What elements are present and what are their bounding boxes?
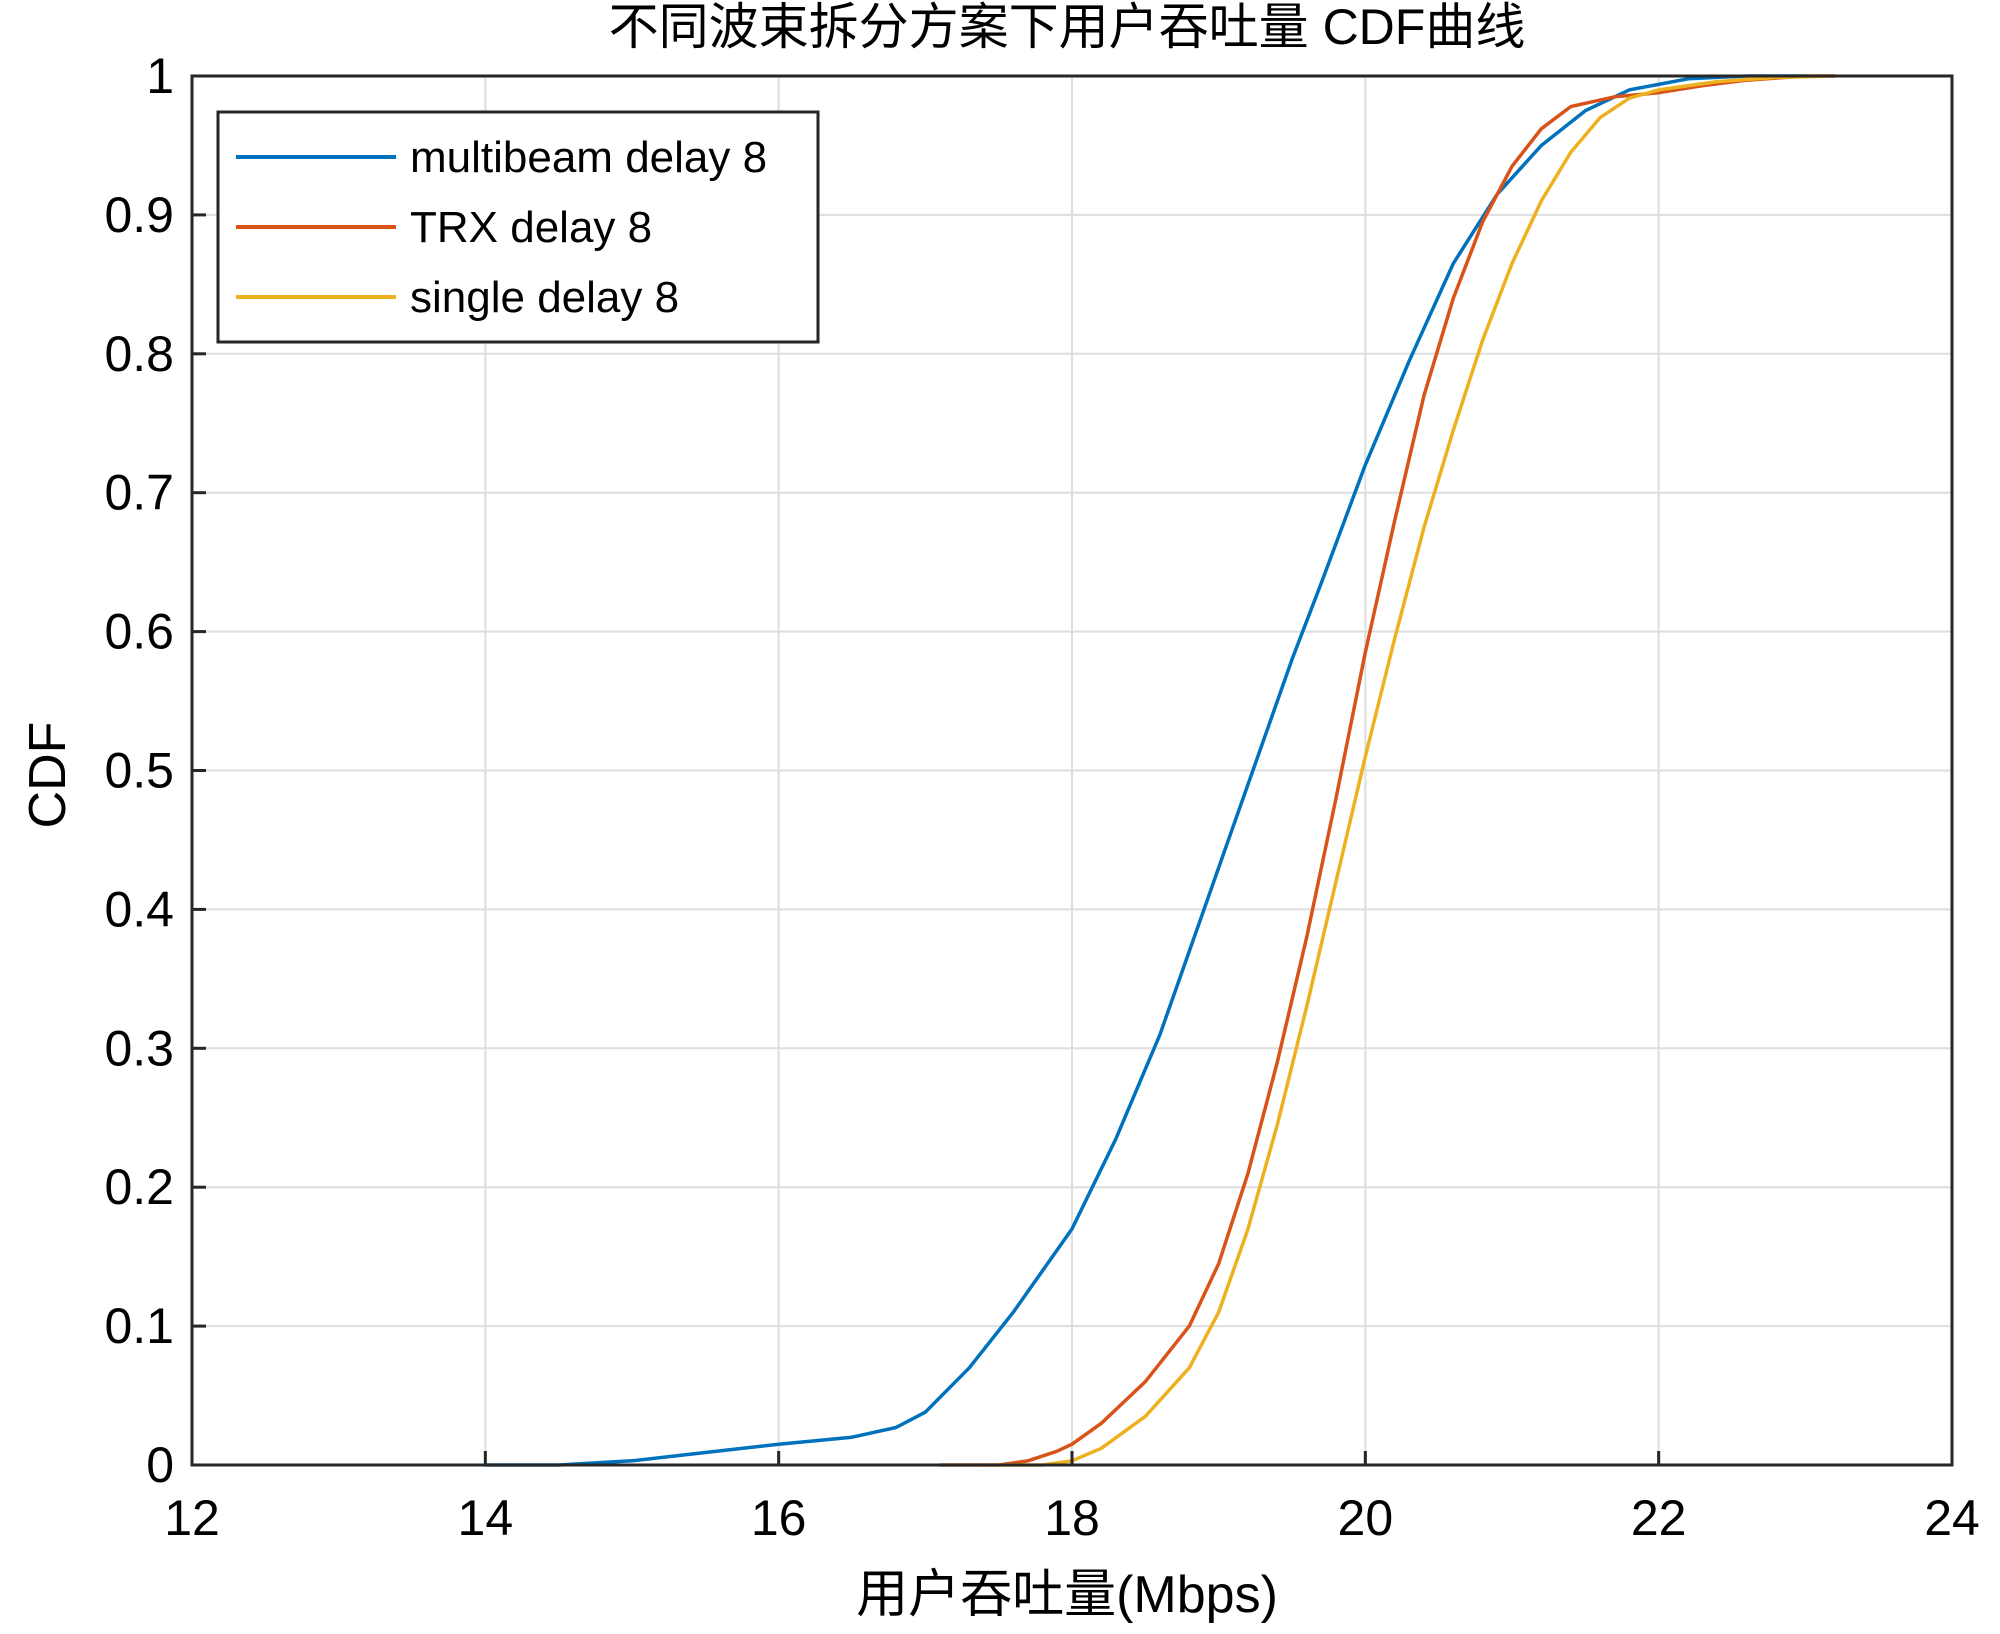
y-tick-label: 0 xyxy=(146,1437,174,1493)
x-tick-label: 18 xyxy=(1044,1490,1100,1546)
chart-title: 不同波束拆分方案下用户吞吐量 CDF曲线 xyxy=(609,0,1526,55)
y-tick-label: 0.3 xyxy=(104,1020,174,1076)
y-tick-label: 0.7 xyxy=(104,465,174,521)
y-axis-title: CDF xyxy=(19,722,77,829)
x-tick-label: 16 xyxy=(751,1490,807,1546)
y-tick-label: 1 xyxy=(146,48,174,104)
series-lines xyxy=(483,74,1837,1467)
y-tick-label: 0.8 xyxy=(104,326,174,382)
x-tick-label: 12 xyxy=(164,1490,220,1546)
legend: multibeam delay 8 TRX delay 8 single delay… xyxy=(216,110,820,344)
y-tick-label: 0.9 xyxy=(104,187,174,243)
y-tick-label: 0.5 xyxy=(104,743,174,799)
x-tick-label: 24 xyxy=(1924,1490,1980,1546)
series-line-1 xyxy=(483,74,1808,1467)
series-line-3 xyxy=(982,74,1837,1467)
x-tick-label: 20 xyxy=(1338,1490,1394,1546)
y-tick-label: 0.1 xyxy=(104,1298,174,1354)
x-axis-title: 用户吞吐量(Mbps) xyxy=(856,1566,1278,1624)
y-tick-label: 0.6 xyxy=(104,604,174,660)
x-tick-label: 22 xyxy=(1631,1490,1687,1546)
y-tick-label: 0.4 xyxy=(104,881,174,937)
x-tick-label: 14 xyxy=(458,1490,514,1546)
y-tick-label: 0.2 xyxy=(104,1159,174,1215)
legend-label: multibeam delay 8 xyxy=(410,133,767,182)
axis-ticks: 12 14 16 18 20 22 24 0 0.1 0.2 0.3 0.4 0.5 0.6 0.7 0.8 0… xyxy=(104,48,1979,1546)
legend-label: TRX delay 8 xyxy=(410,203,652,252)
legend-label: single delay 8 xyxy=(410,273,679,322)
